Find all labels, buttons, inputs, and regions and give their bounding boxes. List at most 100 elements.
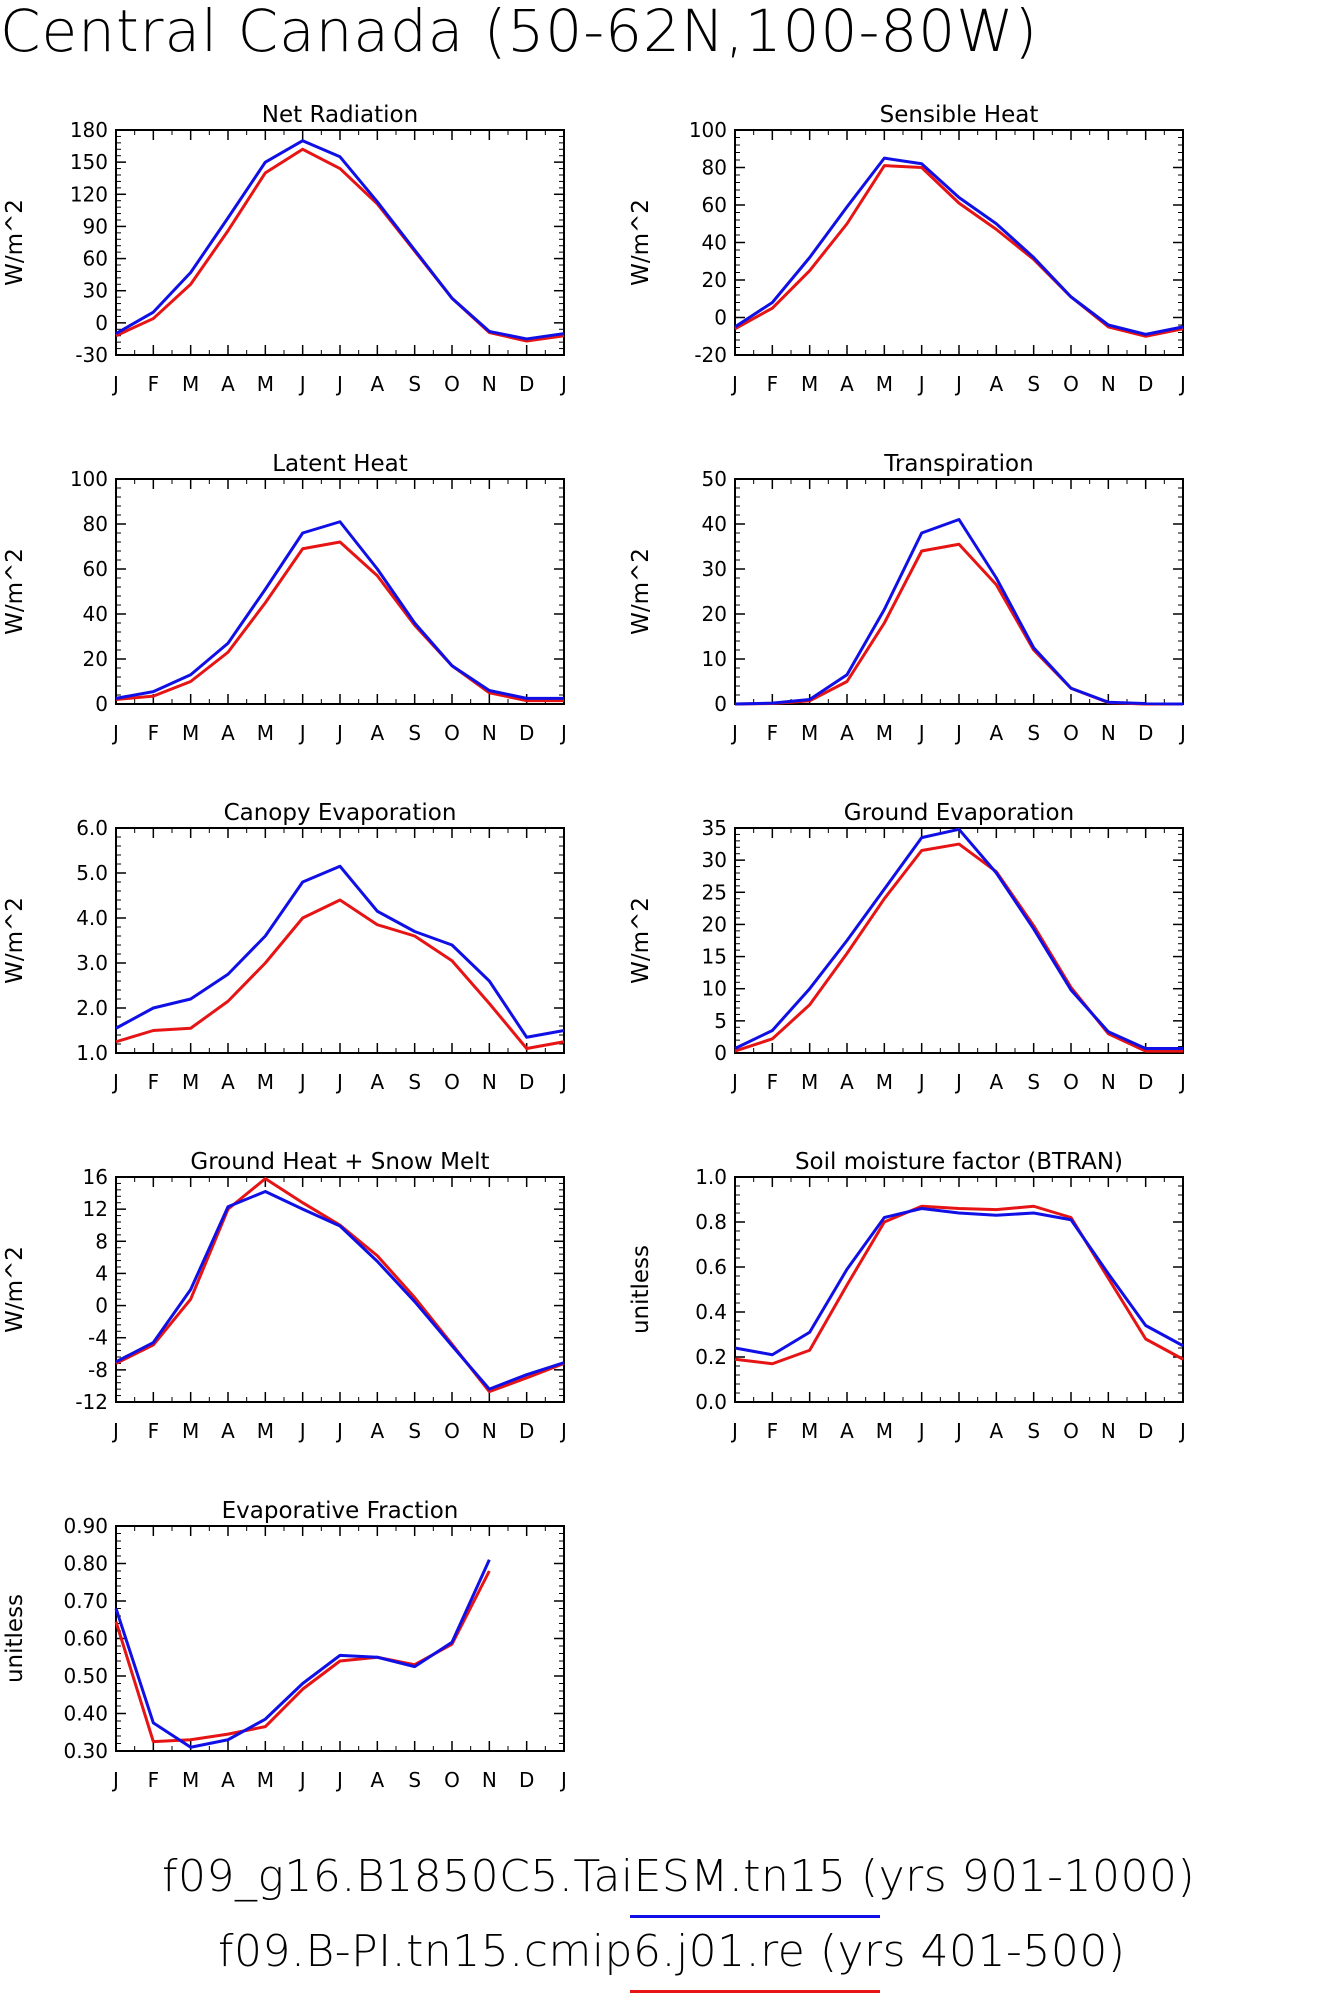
x-tick-label: M — [257, 1768, 274, 1792]
y-tick-label: 35 — [702, 816, 727, 840]
x-tick-label: N — [482, 1070, 497, 1094]
x-tick-label: J — [559, 1768, 567, 1792]
plot-frame — [734, 478, 1184, 705]
x-tick-label: J — [1178, 721, 1186, 745]
panel-title: Net Radiation — [262, 102, 418, 128]
y-tick-label: 0.2 — [695, 1345, 727, 1369]
legend-swatch-1 — [630, 1915, 880, 1918]
x-tick-label: A — [221, 372, 235, 396]
y-tick-label: 0.0 — [695, 1390, 727, 1414]
x-tick-label: A — [221, 1070, 235, 1094]
y-tick-label: 4.0 — [76, 906, 108, 930]
y-tick-label: 60 — [83, 247, 108, 271]
x-tick-label: F — [148, 1419, 160, 1443]
y-tick-label: 80 — [702, 156, 727, 180]
y-tick-label: 8 — [95, 1229, 108, 1253]
x-tick-label: S — [1027, 372, 1040, 396]
x-tick-label: M — [801, 1419, 818, 1443]
x-tick-label: A — [221, 1419, 235, 1443]
panel-title: Ground Heat + Snow Melt — [190, 1149, 489, 1175]
x-tick-label: N — [1101, 721, 1116, 745]
series-line-taiesm — [115, 1189, 565, 1391]
y-tick-label: 100 — [70, 467, 108, 491]
x-tick-label: M — [257, 721, 274, 745]
x-tick-label: A — [989, 1070, 1003, 1094]
x-tick-label: A — [840, 721, 854, 745]
x-tick-label: J — [730, 1419, 738, 1443]
x-tick-label: F — [767, 1070, 779, 1094]
x-tick-label: M — [876, 721, 893, 745]
x-tick-label: A — [370, 372, 384, 396]
x-tick-label: O — [1063, 372, 1079, 396]
x-tick-label: J — [298, 1070, 306, 1094]
x-tick-label: F — [767, 1419, 779, 1443]
legend-swatch-2 — [630, 1990, 880, 1993]
x-tick-label: M — [257, 1070, 274, 1094]
series-line-cmip6 — [114, 1570, 491, 1744]
x-tick-label: M — [182, 372, 199, 396]
x-tick-label: J — [954, 1070, 962, 1094]
y-tick-label: 0.90 — [63, 1514, 108, 1538]
x-tick-label: J — [917, 1070, 925, 1094]
y-tick-label: 2.0 — [76, 996, 108, 1020]
x-tick-label: O — [1063, 721, 1079, 745]
y-tick-label: 10 — [702, 977, 727, 1001]
x-tick-label: J — [730, 372, 738, 396]
x-tick-label: N — [1101, 1419, 1116, 1443]
y-tick-label: 0.50 — [63, 1664, 108, 1688]
page-title: Central Canada (50-62N,100-80W) — [0, 0, 1039, 65]
x-tick-label: S — [408, 1070, 421, 1094]
y-tick-label: 40 — [702, 231, 727, 255]
x-tick-label: J — [1178, 1070, 1186, 1094]
x-tick-label: A — [221, 721, 235, 745]
y-axis-label: W/m^2 — [628, 199, 654, 286]
y-tick-label: 0.60 — [63, 1627, 108, 1651]
x-tick-label: S — [408, 1768, 421, 1792]
x-tick-label: F — [767, 721, 779, 745]
plot-frame — [734, 827, 1184, 1054]
y-tick-label: 150 — [70, 150, 108, 174]
x-tick-label: M — [876, 1070, 893, 1094]
x-tick-label: O — [444, 1070, 460, 1094]
x-tick-label: A — [370, 1419, 384, 1443]
x-tick-label: S — [408, 1419, 421, 1443]
x-tick-label: F — [767, 372, 779, 396]
y-tick-label: 0.4 — [695, 1300, 727, 1324]
y-axis-label: W/m^2 — [2, 199, 28, 286]
y-tick-label: 180 — [70, 118, 108, 142]
plot-frame — [115, 827, 565, 1054]
x-tick-label: D — [519, 1070, 534, 1094]
series-line-cmip6 — [734, 842, 1183, 1053]
x-tick-label: D — [519, 721, 534, 745]
x-tick-label: D — [519, 372, 534, 396]
series-line-cmip6 — [734, 1204, 1184, 1366]
x-tick-label: M — [876, 372, 893, 396]
y-tick-label: 4 — [95, 1261, 108, 1285]
x-tick-label: A — [989, 1419, 1003, 1443]
y-tick-label: 6.0 — [76, 816, 108, 840]
y-tick-label: 1.0 — [76, 1041, 108, 1065]
y-tick-label: 30 — [702, 848, 727, 872]
series-line-cmip6 — [115, 1177, 565, 1394]
y-tick-label: 5.0 — [76, 861, 108, 885]
series-line-taiesm — [734, 827, 1183, 1050]
y-axis-label: W/m^2 — [2, 548, 28, 635]
plot-frame — [115, 1176, 565, 1403]
x-tick-label: J — [954, 372, 962, 396]
x-tick-label: O — [1063, 1419, 1079, 1443]
series-line-taiesm — [115, 864, 565, 1039]
x-tick-label: N — [482, 721, 497, 745]
y-tick-label: -20 — [694, 343, 727, 367]
y-tick-label: 10 — [702, 647, 727, 671]
x-tick-label: D — [1138, 1419, 1153, 1443]
y-tick-label: 60 — [702, 193, 727, 217]
y-axis-label: W/m^2 — [2, 897, 28, 984]
x-tick-label: S — [1027, 1419, 1040, 1443]
y-axis-label: W/m^2 — [2, 1246, 28, 1333]
x-tick-label: J — [335, 1768, 343, 1792]
x-tick-label: A — [989, 372, 1003, 396]
y-tick-label: 0.40 — [63, 1702, 108, 1726]
